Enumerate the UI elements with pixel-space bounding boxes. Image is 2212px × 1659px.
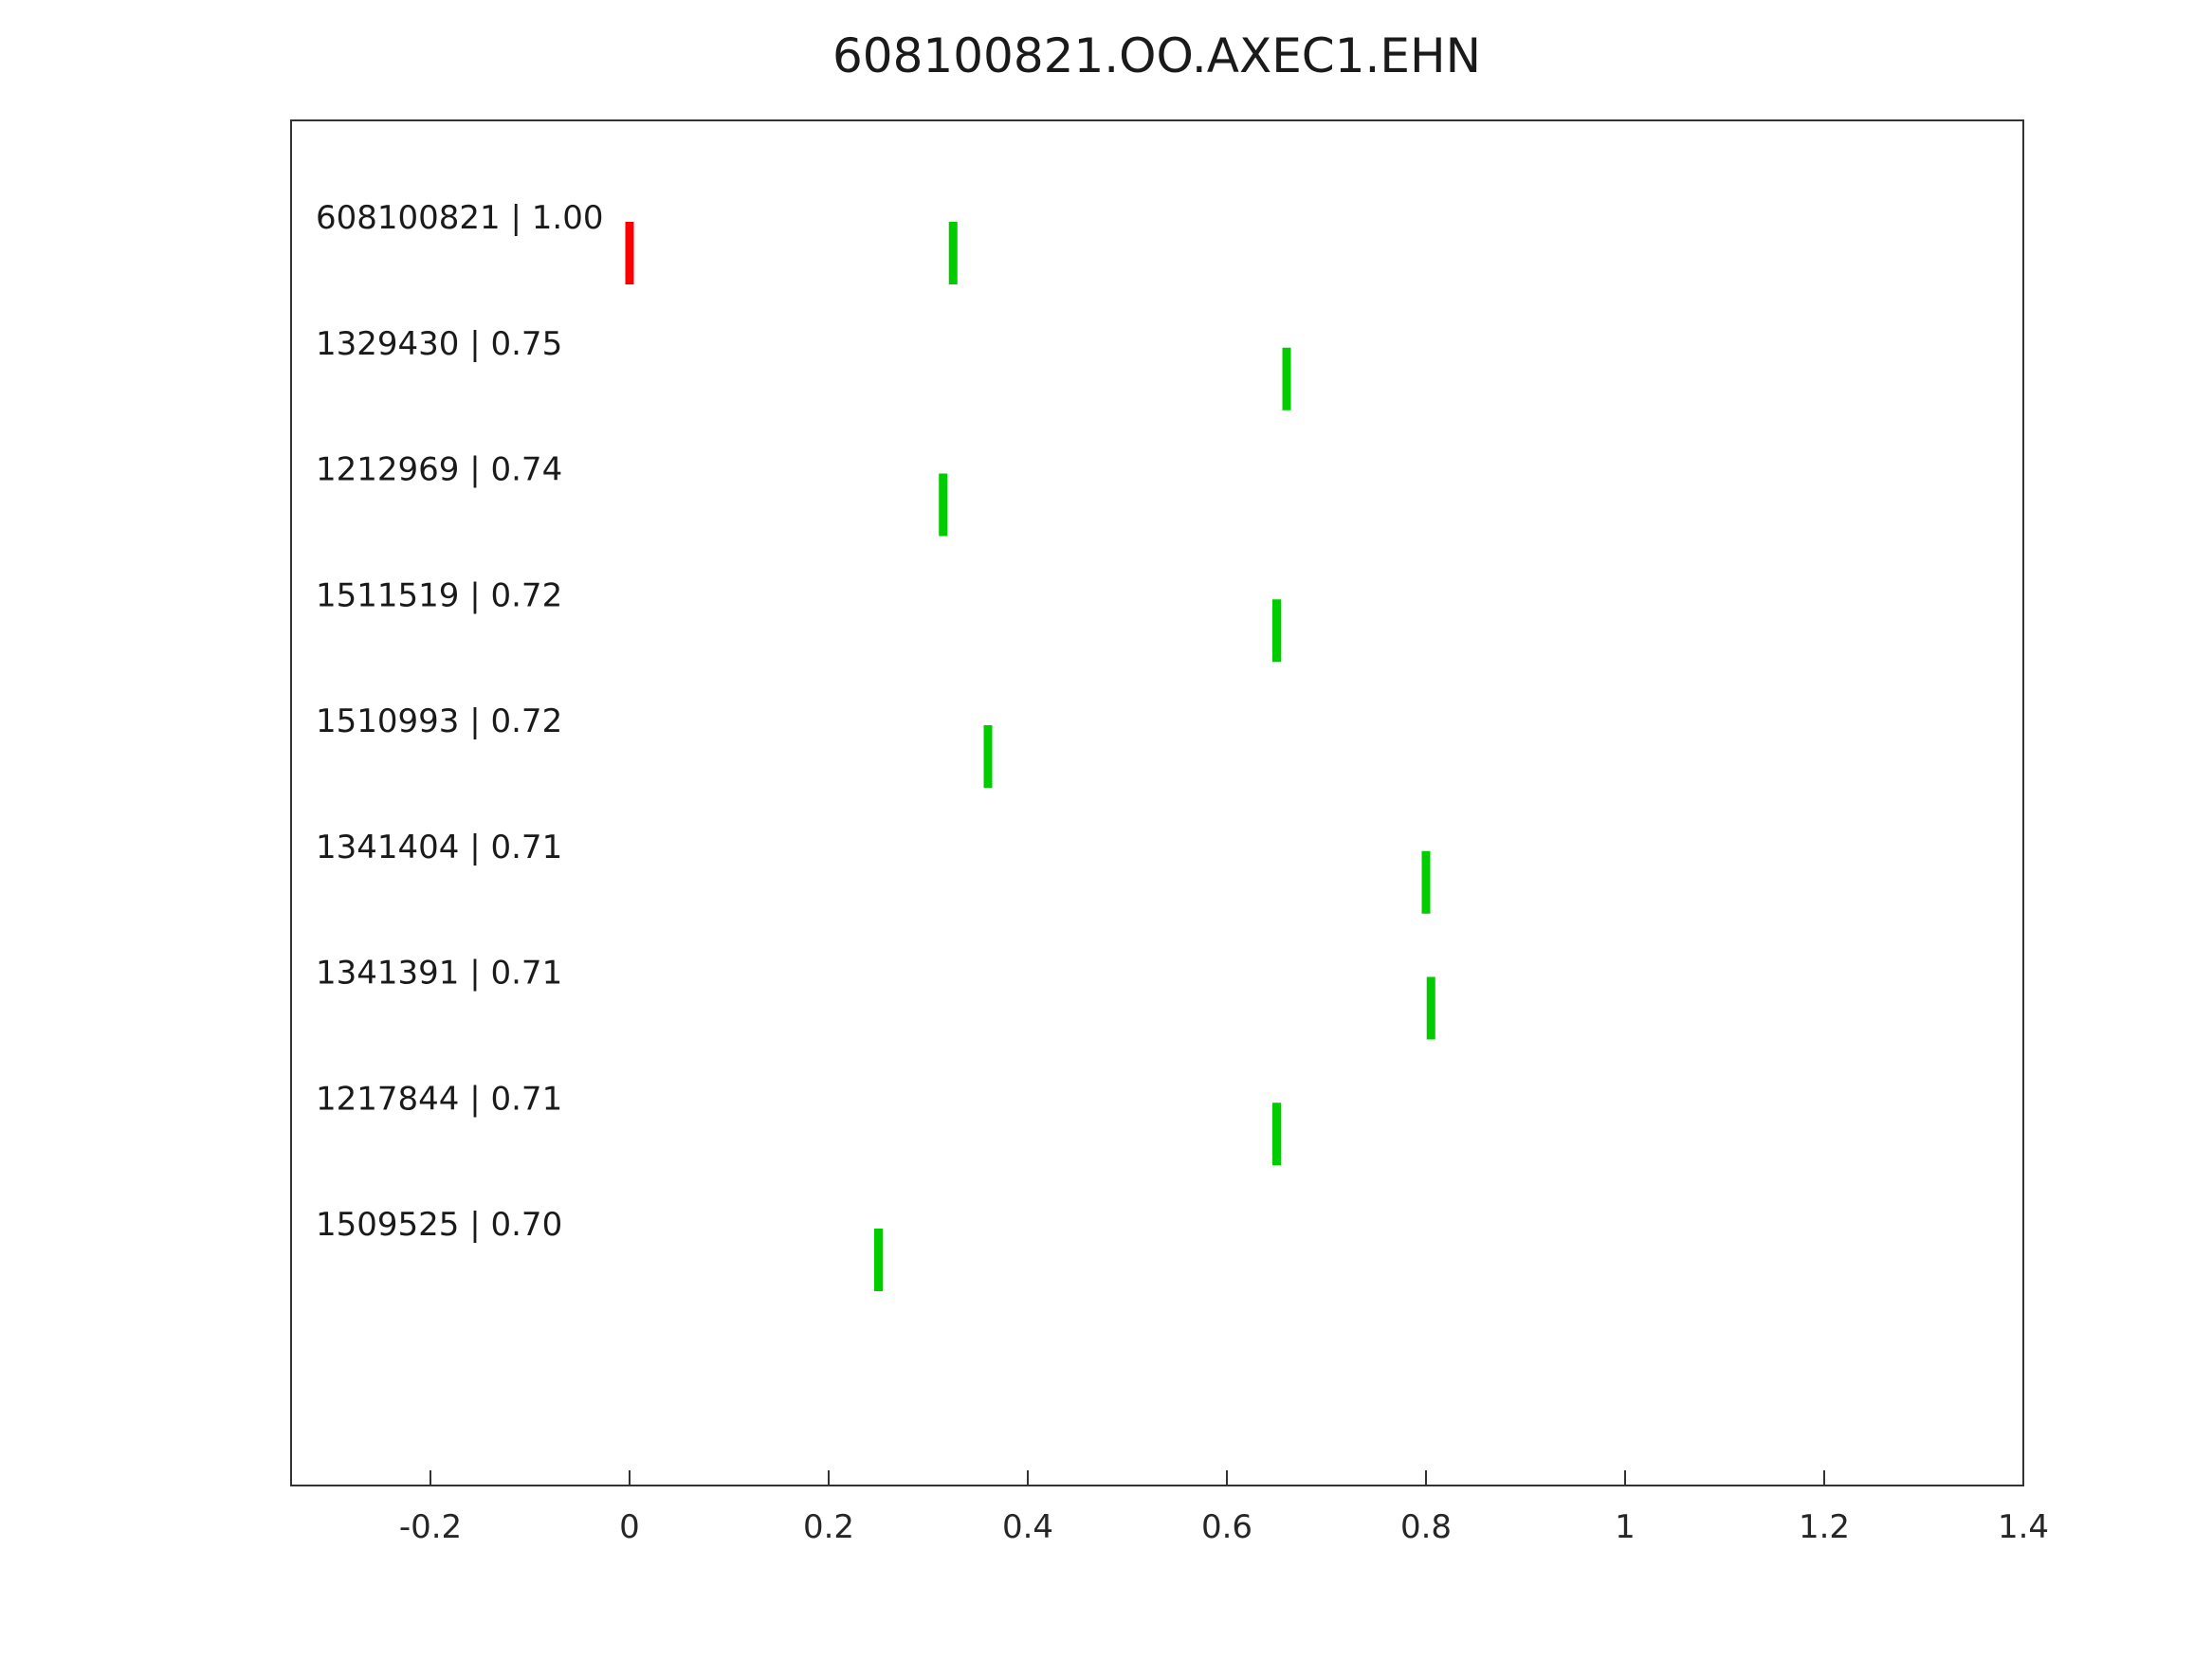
trace-label-1329430: 1329430 | 0.75 [316, 325, 562, 363]
origin-marker [625, 222, 634, 284]
pick-marker [939, 473, 948, 537]
x-tick-label: 1 [1615, 1508, 1636, 1546]
trace-row-608100821 [625, 222, 958, 284]
trace-label-1217844: 1217844 | 0.71 [316, 1080, 562, 1118]
plot-border [290, 119, 2024, 1486]
trace-row-1341391 [1426, 976, 1435, 1040]
trace-label-1341391: 1341391 | 0.71 [316, 955, 562, 993]
trace-label-1511519: 1511519 | 0.72 [316, 576, 562, 614]
trace-row-1510993 [983, 725, 993, 788]
pick-marker [874, 1229, 883, 1291]
pick-marker [1272, 599, 1281, 663]
trace-label-1341404: 1341404 | 0.71 [316, 829, 562, 866]
pick-marker [1421, 850, 1431, 914]
pick-marker [1426, 976, 1435, 1040]
trace-row-1212969 [939, 473, 948, 537]
pick-marker [1282, 347, 1291, 410]
trace-label-1510993: 1510993 | 0.72 [316, 702, 562, 740]
trace-row-1217844 [1272, 1103, 1281, 1166]
x-tick-label: 0 [619, 1508, 640, 1546]
x-tick-label: 1.2 [1799, 1508, 1850, 1546]
x-tick-label: 0.8 [1400, 1508, 1452, 1546]
trace-label-608100821: 608100821 | 1.00 [316, 199, 603, 237]
x-tick-label: 0.6 [1201, 1508, 1252, 1546]
trace-label-1509525: 1509525 | 0.70 [316, 1206, 562, 1244]
trace-label-1212969: 1212969 | 0.74 [316, 451, 562, 489]
trace-row-1511519 [1272, 599, 1281, 663]
x-tick-label: 0.2 [803, 1508, 854, 1546]
pick-marker [983, 725, 993, 788]
x-tick-label: -0.2 [399, 1508, 462, 1546]
pick-marker [1272, 1103, 1281, 1166]
x-tick-label: 0.4 [1002, 1508, 1053, 1546]
chart-title: 608100821.OO.AXEC1.EHN [832, 28, 1481, 83]
trace-row-1509525 [874, 1229, 883, 1291]
x-tick-label: 1.4 [1998, 1508, 2049, 1546]
trace-row-1341404 [1421, 850, 1431, 914]
trace-row-1329430 [1282, 347, 1291, 410]
x-axis: -0.2 0 0.2 0.4 0.6 0.8 1 1.2 1.4 [399, 1470, 2049, 1546]
pick-marker [948, 222, 958, 284]
